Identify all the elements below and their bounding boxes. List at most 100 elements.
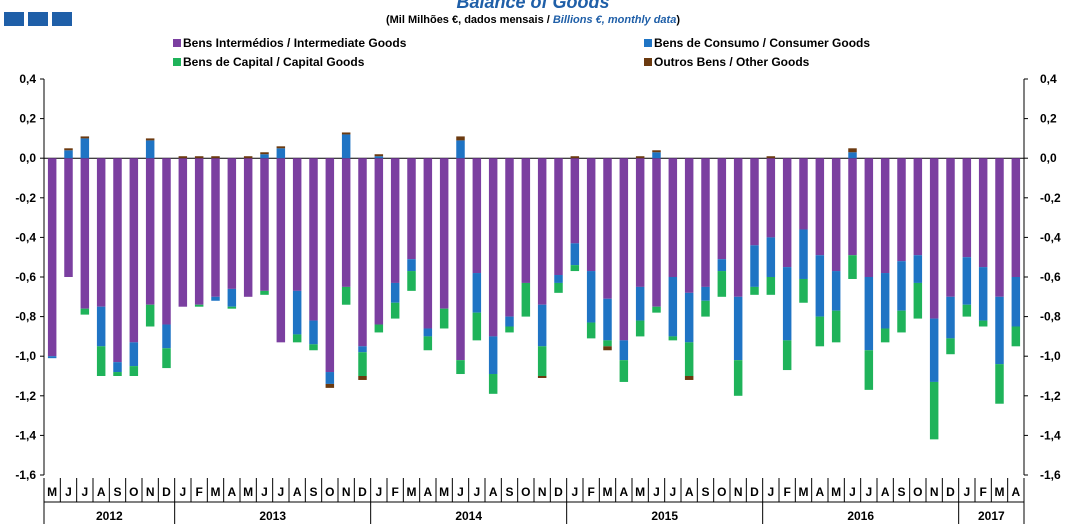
- bar-1-0: [47, 356, 57, 359]
- bar-3-8: [178, 156, 188, 159]
- ytick-right-label-8: -1,2: [1040, 389, 1061, 403]
- month-label-3: A: [97, 485, 106, 499]
- ytick-left-label-4: -0,4: [15, 230, 36, 244]
- bar-3-19: [358, 376, 367, 380]
- month-label-34: M: [603, 485, 613, 499]
- bar-2-36: [635, 320, 645, 337]
- month-label-43: D: [750, 485, 759, 499]
- ytick-left-label-8: -1,2: [15, 389, 36, 403]
- bar-3-10: [211, 156, 220, 159]
- month-label-33: F: [587, 485, 594, 499]
- month-label-23: A: [423, 485, 432, 499]
- month-label-36: M: [635, 485, 645, 499]
- month-label-27: A: [489, 485, 498, 499]
- bar-2-49: [848, 255, 857, 279]
- month-label-26: J: [473, 485, 480, 499]
- bar-1-17: [325, 372, 335, 384]
- bar-2-43: [750, 286, 759, 295]
- bar-2-5: [129, 366, 139, 376]
- ytick-left-label-9: -1,4: [15, 428, 36, 442]
- ytick-left-label-7: -1,0: [15, 349, 36, 363]
- bar-0-35: [619, 158, 629, 341]
- ytick-right-label-7: -1,0: [1040, 349, 1061, 363]
- bar-2-25: [456, 360, 465, 375]
- bar-3-12: [243, 156, 253, 159]
- bar-0-34: [603, 158, 612, 299]
- month-label-15: A: [293, 485, 302, 499]
- bar-0-3: [96, 158, 106, 307]
- square-3: [52, 12, 72, 26]
- bar-2-52: [897, 310, 906, 333]
- bar-2-34: [603, 340, 612, 347]
- bar-1-31: [554, 275, 563, 283]
- bar-2-7: [162, 348, 171, 369]
- month-label-8: J: [179, 485, 186, 499]
- bar-2-46: [799, 278, 808, 303]
- month-label-21: F: [391, 485, 398, 499]
- bar-1-32: [570, 243, 580, 266]
- bar-3-14: [276, 146, 286, 149]
- month-label-40: S: [701, 485, 709, 499]
- bar-0-30: [537, 158, 547, 305]
- bar-2-27: [488, 374, 498, 394]
- bar-2-37: [652, 306, 661, 313]
- bar-1-50: [864, 277, 874, 351]
- bar-2-38: [668, 336, 678, 341]
- year-label-0: 2012: [96, 509, 123, 523]
- bar-2-45: [782, 340, 792, 371]
- subtitle-end: ): [676, 14, 680, 26]
- bar-2-13: [260, 290, 269, 295]
- bar-1-30: [537, 304, 547, 347]
- bar-2-54: [929, 381, 939, 440]
- bar-1-37: [652, 152, 661, 159]
- bar-1-27: [488, 336, 498, 375]
- month-label-28: S: [505, 485, 513, 499]
- square-1: [4, 12, 24, 26]
- bar-2-42: [733, 360, 743, 396]
- bar-0-1: [64, 158, 73, 277]
- bar-0-53: [913, 158, 923, 256]
- bar-0-44: [766, 158, 776, 238]
- bar-0-32: [570, 158, 580, 244]
- bar-0-57: [978, 158, 988, 268]
- bar-0-8: [178, 158, 188, 307]
- bar-0-7: [162, 158, 171, 325]
- bar-1-26: [472, 273, 482, 313]
- bar-1-19: [358, 346, 367, 353]
- bar-0-17: [325, 158, 335, 373]
- bar-2-51: [880, 328, 890, 343]
- bar-2-2: [80, 308, 90, 315]
- bar-1-7: [162, 324, 171, 349]
- month-label-42: N: [734, 485, 743, 499]
- month-label-31: D: [554, 485, 563, 499]
- bar-3-49: [848, 148, 857, 153]
- bar-3-2: [80, 136, 90, 139]
- bar-2-44: [766, 277, 776, 295]
- bar-3-25: [456, 136, 465, 141]
- bar-1-57: [978, 267, 988, 321]
- month-label-7: D: [162, 485, 171, 499]
- bar-2-39: [684, 342, 694, 376]
- bar-0-15: [292, 158, 302, 291]
- bar-0-25: [456, 158, 465, 361]
- bar-0-54: [929, 158, 939, 319]
- ytick-right-label-0: 0,4: [1040, 72, 1057, 86]
- bar-0-56: [962, 158, 972, 258]
- bar-1-41: [717, 259, 727, 272]
- bar-2-23: [423, 336, 433, 351]
- month-label-58: M: [995, 485, 1005, 499]
- month-label-19: D: [358, 485, 367, 499]
- bar-0-59: [1011, 158, 1021, 277]
- bar-1-59: [1011, 277, 1021, 327]
- bar-0-5: [129, 158, 139, 343]
- bar-3-34: [603, 346, 612, 351]
- bar-1-10: [211, 296, 220, 301]
- bar-0-14: [276, 158, 286, 343]
- ytick-left-label-0: 0,4: [19, 72, 36, 86]
- month-label-39: A: [685, 485, 694, 499]
- bar-1-35: [619, 340, 629, 361]
- bar-2-4: [113, 372, 122, 376]
- bar-2-16: [309, 344, 318, 351]
- month-label-50: J: [865, 485, 872, 499]
